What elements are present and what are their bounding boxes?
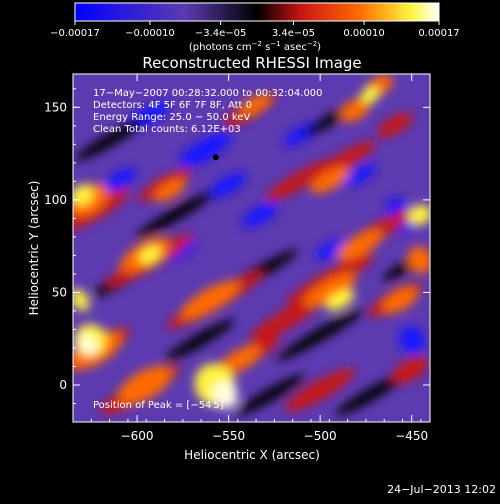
annotation-line: Clean Total counts: 6.12E+03	[93, 124, 241, 135]
heatmap-blob	[250, 298, 320, 342]
chart-title: Reconstructed RHESSI Image	[142, 54, 361, 72]
heatmap-blob	[391, 356, 429, 384]
heatmap-blob	[310, 166, 350, 194]
heatmap-blob	[399, 326, 425, 354]
annotation-line: Energy Range: 25.0 − 50.0 keV	[93, 112, 250, 123]
heatmap-blob	[212, 381, 238, 409]
heatmap-blob	[165, 319, 235, 361]
heatmap-blob	[138, 245, 162, 265]
heatmap-blob	[218, 345, 262, 375]
y-ticks: 0 50 100 150	[44, 88, 430, 404]
heatmap-blob	[336, 229, 384, 261]
heatmap-area: 17−May−2007 00:28:32.000 to 00:32:04.000…	[73, 74, 430, 422]
footer-timestamp: 24−Jul−2013 12:02	[387, 483, 496, 496]
heatmap-blob	[315, 239, 345, 261]
heatmap-blob	[79, 335, 97, 355]
y-tick-label: 100	[44, 193, 67, 207]
heatmap-blob	[344, 164, 376, 186]
colorbar-tick-label: −0.00017	[50, 28, 100, 39]
heatmap-blob	[210, 172, 246, 198]
heatmap-blob	[382, 259, 418, 281]
heatmap-blob	[153, 178, 187, 202]
y-axis-label: Heliocentric Y (arcsec)	[27, 181, 41, 316]
x-ticks: −600 −550 −500 −450	[90, 74, 428, 443]
heatmap-blob	[360, 86, 380, 104]
colorbar-tick-label: −0.00010	[125, 28, 175, 39]
peak-position-label: Position of Peak = [−54 5]	[93, 400, 224, 411]
heatmap-blob	[314, 141, 376, 179]
heatmap-blob	[242, 202, 278, 228]
x-tick-label: −450	[395, 429, 428, 443]
heatmap-blob	[235, 374, 305, 416]
heatmap-blob	[103, 168, 137, 192]
heatmap-blob	[408, 204, 430, 226]
info-annotations: 17−May−2007 00:28:32.000 to 00:32:04.000…	[93, 88, 323, 135]
y-tick-label: 0	[59, 378, 67, 392]
x-tick-label: −550	[212, 429, 245, 443]
heatmap-blob	[238, 93, 272, 117]
heatmap-blob	[118, 365, 172, 405]
colorbar-unit: (photons cm−2 s−1 asec−2)	[189, 40, 321, 53]
heatmap-blob	[325, 289, 355, 311]
heatmap-blob	[265, 158, 335, 202]
colorbar-tick-label: 0.00017	[418, 28, 459, 39]
colorbar-ticks: −0.00017 −0.00010 −3.4e−05 3.4e−05 0.00010 0.…	[50, 21, 460, 39]
heatmap-blob	[73, 288, 90, 312]
y-tick-label: 150	[44, 100, 67, 114]
x-tick-label: −600	[121, 429, 154, 443]
heatmap-blob	[340, 98, 370, 122]
heatmap-blob	[285, 368, 355, 412]
y-tick-label: 50	[52, 285, 67, 299]
heatmap-blob	[303, 272, 357, 308]
heatmap-blob	[75, 119, 145, 161]
plot-frame	[72, 73, 431, 423]
annotation-line: Detectors: 4F 5F 6F 7F 8F, Att 0	[93, 100, 252, 111]
annotation-line: 17−May−2007 00:28:32.000 to 00:32:04.000	[93, 88, 323, 99]
heatmap-blob	[180, 280, 240, 320]
heatmap-blob	[407, 246, 430, 274]
peak-marker	[212, 154, 219, 161]
heatmap-blob	[377, 112, 413, 138]
heatmap-blob	[135, 191, 215, 239]
x-tick-label: −500	[304, 429, 337, 443]
heatmap-blob	[335, 374, 405, 416]
heatmap-blob	[178, 132, 232, 168]
heatmap-blob	[381, 286, 419, 314]
colorbar-tick-label: −3.4e−05	[195, 28, 247, 39]
x-axis-label: Heliocentric X (arcsec)	[184, 448, 320, 462]
colorbar-tick-label: 0.00010	[343, 28, 384, 39]
colorbar	[74, 2, 440, 22]
heatmap-blob	[276, 309, 364, 361]
colorbar-tick-label: 3.4e−05	[272, 28, 315, 39]
